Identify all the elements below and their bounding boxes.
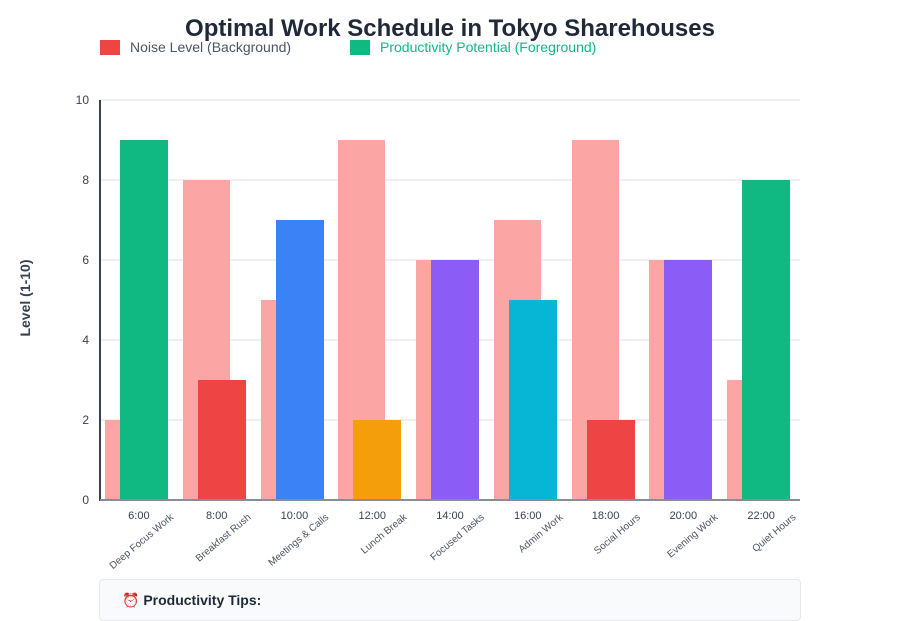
productivity-bar[interactable] [353, 420, 402, 500]
y-axis-line [99, 100, 101, 501]
y-tick-label: 4 [82, 333, 89, 347]
x-tick-time: 14:00 [436, 510, 464, 522]
productivity-bar[interactable] [508, 300, 557, 500]
x-tick-time: 6:00 [128, 510, 150, 522]
tips-title: ⏰ Productivity Tips: [122, 592, 261, 609]
y-tick-label: 6 [82, 253, 89, 267]
productivity-bar[interactable] [431, 260, 480, 500]
legend-swatch-productivity [350, 39, 370, 55]
tips-title-text: Productivity Tips: [143, 592, 262, 608]
plot-area [100, 99, 800, 500]
legend-label-productivity: Productivity Potential (Foreground) [380, 39, 597, 55]
legend-item-productivity: Productivity Potential (Foreground) [350, 39, 596, 55]
x-axis-line [100, 499, 800, 501]
legend-label-noise: Noise Level (Background) [130, 39, 292, 55]
productivity-bar[interactable] [586, 420, 635, 500]
productivity-bar[interactable] [742, 180, 791, 500]
x-tick-time: 16:00 [514, 510, 542, 522]
y-tick-label: 2 [82, 413, 89, 427]
productivity-tips-panel: ⏰ Productivity Tips: [99, 579, 801, 621]
x-tick-time: 12:00 [358, 510, 386, 522]
y-tick-label: 8 [82, 173, 89, 187]
y-tick-label: 0 [82, 493, 89, 507]
productivity-bar[interactable] [275, 220, 324, 500]
legend-item-noise: Noise Level (Background) [100, 39, 291, 55]
productivity-bar[interactable] [197, 380, 246, 500]
productivity-bar[interactable] [664, 260, 713, 500]
productivity-bar[interactable] [120, 140, 168, 500]
alarm-clock-icon: ⏰ [122, 592, 140, 608]
x-tick-time: 18:00 [591, 510, 620, 522]
x-tick-time: 10:00 [280, 510, 309, 522]
legend-swatch-noise [100, 39, 120, 55]
y-axis-label: Level (1-10) [17, 259, 33, 337]
gridline [100, 179, 800, 181]
gridline [100, 99, 800, 101]
chart-title: Optimal Work Schedule in Tokyo Sharehous… [185, 15, 715, 42]
x-tick-time: 22:00 [747, 510, 775, 522]
x-tick-time: 20:00 [669, 510, 698, 522]
x-tick-time: 8:00 [205, 510, 228, 522]
y-tick-label: 10 [75, 93, 89, 107]
